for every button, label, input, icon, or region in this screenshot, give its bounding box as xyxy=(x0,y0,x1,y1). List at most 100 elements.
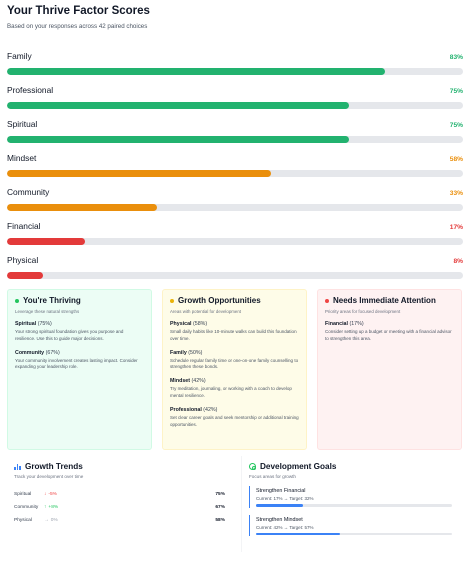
factor-family: Family 83% xyxy=(7,51,463,75)
green-dot-icon xyxy=(15,298,19,303)
development-goals-panel: Development Goals Focus areas for growth… xyxy=(241,456,463,552)
development-goals-subtitle: Focus areas for growth xyxy=(249,474,296,479)
factor-name: Spiritual xyxy=(7,119,38,129)
factor-percent: 8% xyxy=(453,258,463,265)
item-percent: (67%) xyxy=(45,349,60,356)
growth-trends-panel: Growth Trends Track your development ove… xyxy=(7,456,232,552)
item-percent: (75%) xyxy=(37,321,52,327)
thriving-item: Community (67%) Your community involveme… xyxy=(15,350,144,372)
item-name: Family xyxy=(170,349,187,356)
trend-arrow-icon: → xyxy=(44,518,49,523)
factor-community: Community 33% xyxy=(7,187,463,211)
trend-change: +8% xyxy=(48,505,59,510)
page-title: Your Thrive Factor Scores xyxy=(7,5,150,17)
trend-arrow-icon: ↓ xyxy=(44,492,47,497)
goal-detail: Current: 42% → Target: 57% xyxy=(256,524,314,530)
factor-bar-fill xyxy=(7,68,386,75)
factor-percent: 75% xyxy=(449,88,463,95)
target-icon xyxy=(249,463,256,470)
item-name: Community xyxy=(15,349,45,356)
factor-bar-track xyxy=(7,170,463,177)
item-percent: (50%) xyxy=(188,349,203,356)
item-name: Professional xyxy=(170,406,202,413)
factor-name: Professional xyxy=(7,85,54,95)
factor-percent: 17% xyxy=(449,224,463,231)
trend-value: 67% xyxy=(215,505,225,510)
trend-arrow-icon: ↑ xyxy=(44,505,47,510)
goal-item: Strengthen Mindset Current: 42% → Target… xyxy=(249,514,456,536)
goal-detail: Current: 17% → Target: 32% xyxy=(256,496,314,501)
trend-value: 75% xyxy=(215,492,225,497)
item-description: Consider setting up a budget or meeting … xyxy=(325,329,452,341)
item-description: Small daily habits like 10-minute walks … xyxy=(170,329,297,341)
factor-percent: 75% xyxy=(449,122,463,129)
factor-bar-track xyxy=(7,136,463,143)
factor-name: Financial xyxy=(7,221,41,231)
red-dot-icon xyxy=(325,298,329,303)
factor-bar-fill xyxy=(7,170,272,177)
factor-name: Mindset xyxy=(7,153,37,163)
thriving-title: You're Thriving xyxy=(23,296,81,305)
factor-bar-track xyxy=(7,272,463,279)
item-percent: (42%) xyxy=(191,378,206,385)
factor-bar-fill xyxy=(7,136,349,143)
factor-bar-fill xyxy=(7,102,349,109)
growth-item: Physical (58%) Small daily habits like 1… xyxy=(170,321,299,343)
factor-spiritual: Spiritual 75% xyxy=(7,119,463,143)
goal-progress-fill xyxy=(256,532,341,535)
goal-title: Strengthen Financial xyxy=(256,488,306,494)
trend-value: 58% xyxy=(215,518,225,523)
factor-percent: 33% xyxy=(449,190,463,197)
item-name: Mindset xyxy=(170,378,191,385)
factor-professional: Professional 75% xyxy=(7,85,463,109)
factor-physical: Physical 8% xyxy=(7,255,463,279)
growth-subtitle: Areas with potential for development xyxy=(170,309,242,314)
growth-trends-title: Growth Trends xyxy=(25,462,83,471)
attention-subtitle: Priority areas for focused development xyxy=(325,309,401,314)
trend-row: Physical → 0% 58% xyxy=(14,514,225,527)
item-description: Try meditation, journaling, or working w… xyxy=(170,386,292,398)
factor-bar-track xyxy=(7,204,463,211)
trend-row: Spiritual ↓ -5% 75% xyxy=(14,488,225,501)
factor-name: Physical xyxy=(7,255,39,265)
growth-item: Family (50%) Schedule regular family tim… xyxy=(170,350,299,372)
item-percent: (58%) xyxy=(192,321,208,327)
goal-progress-fill xyxy=(256,504,304,507)
trend-row: Community ↑ +8% 67% xyxy=(14,501,225,514)
trend-name: Physical xyxy=(14,518,32,523)
trend-name: Community xyxy=(14,505,39,510)
attention-card: Needs Immediate Attention Priority areas… xyxy=(317,289,462,450)
trend-change: 0% xyxy=(50,518,58,523)
trend-name: Spiritual xyxy=(14,492,32,497)
factor-bar-track xyxy=(7,68,463,75)
yellow-dot-icon xyxy=(170,298,174,303)
attention-title: Needs Immediate Attention xyxy=(333,296,436,305)
factor-bar-track xyxy=(7,238,463,245)
development-goals-title: Development Goals xyxy=(260,462,337,471)
page-header: Your Thrive Factor Scores Based on your … xyxy=(7,5,150,30)
item-description: Schedule regular family time or one-on-o… xyxy=(170,357,299,370)
item-name: Financial xyxy=(325,321,348,327)
factor-mindset: Mindset 58% xyxy=(7,153,463,177)
thriving-card: You're Thriving Leverage these natural s… xyxy=(7,289,152,450)
growth-title: Growth Opportunities xyxy=(178,296,261,305)
trend-change: -5% xyxy=(48,492,57,497)
growth-trends-subtitle: Track your development over time xyxy=(14,474,84,479)
attention-item: Financial (17%) Consider setting up a bu… xyxy=(325,321,454,343)
factor-percent: 83% xyxy=(449,54,463,61)
bar-chart-icon xyxy=(14,463,21,470)
item-description: Set clear career goals and seek mentorsh… xyxy=(170,414,299,427)
item-percent: (17%) xyxy=(349,321,364,327)
goal-item: Strengthen Financial Current: 17% → Targ… xyxy=(249,486,456,508)
growth-item: Professional (42%) Set clear career goal… xyxy=(170,407,299,429)
factor-bar-track xyxy=(7,102,463,109)
factor-bar-fill xyxy=(7,238,85,245)
factor-percent: 58% xyxy=(449,156,463,163)
item-description: Your community involvement creates lasti… xyxy=(15,357,138,370)
item-name: Spiritual xyxy=(15,321,37,327)
page-subtitle: Based on your responses across 42 paired… xyxy=(7,23,148,30)
thriving-item: Spiritual (75%) Your strong spiritual fo… xyxy=(15,321,144,343)
factor-bar-fill xyxy=(7,204,158,211)
goal-title: Strengthen Mindset xyxy=(256,516,303,523)
factor-bar-fill xyxy=(7,272,44,279)
